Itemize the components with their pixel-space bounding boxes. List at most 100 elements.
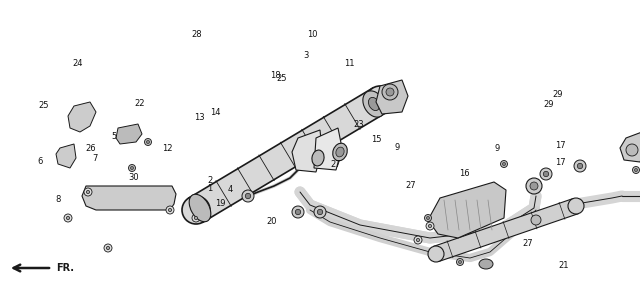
Text: 17: 17 xyxy=(556,158,566,167)
Text: 19: 19 xyxy=(215,199,225,208)
Text: 28: 28 xyxy=(192,30,202,40)
Polygon shape xyxy=(116,124,142,144)
Text: 5: 5 xyxy=(111,132,116,141)
Circle shape xyxy=(67,216,70,219)
Circle shape xyxy=(530,182,538,190)
Circle shape xyxy=(417,238,420,242)
Circle shape xyxy=(526,178,542,194)
Circle shape xyxy=(426,216,429,219)
Circle shape xyxy=(634,168,637,171)
Text: 12: 12 xyxy=(163,144,173,154)
Text: 17: 17 xyxy=(556,141,566,150)
Circle shape xyxy=(295,209,301,215)
Circle shape xyxy=(131,167,134,170)
Text: 13: 13 xyxy=(195,113,205,123)
Circle shape xyxy=(386,88,394,96)
Circle shape xyxy=(168,209,172,212)
Ellipse shape xyxy=(363,91,385,117)
Text: 2: 2 xyxy=(207,176,212,185)
Polygon shape xyxy=(620,132,640,162)
Circle shape xyxy=(147,140,150,143)
Text: 4: 4 xyxy=(228,185,233,195)
Text: 8: 8 xyxy=(55,195,60,204)
Circle shape xyxy=(414,236,422,244)
Circle shape xyxy=(424,215,431,222)
Text: 7: 7 xyxy=(92,154,97,163)
Circle shape xyxy=(531,215,541,225)
Text: 29: 29 xyxy=(544,100,554,109)
Circle shape xyxy=(192,214,200,222)
Circle shape xyxy=(84,188,92,196)
Circle shape xyxy=(568,198,584,214)
Circle shape xyxy=(106,247,109,250)
Text: 22: 22 xyxy=(134,99,145,108)
Circle shape xyxy=(543,171,548,177)
Circle shape xyxy=(242,190,254,202)
Text: 27: 27 xyxy=(330,160,340,169)
Circle shape xyxy=(292,206,304,218)
Polygon shape xyxy=(433,199,579,261)
Polygon shape xyxy=(189,88,387,222)
Polygon shape xyxy=(428,182,506,238)
Circle shape xyxy=(195,216,198,219)
Text: 11: 11 xyxy=(344,59,355,68)
Text: 9: 9 xyxy=(494,144,499,154)
Circle shape xyxy=(577,163,582,169)
Polygon shape xyxy=(376,80,408,114)
Circle shape xyxy=(428,224,431,228)
Text: 23: 23 xyxy=(353,119,364,129)
Ellipse shape xyxy=(369,98,380,111)
Circle shape xyxy=(632,167,639,174)
Ellipse shape xyxy=(479,259,493,269)
Text: 6: 6 xyxy=(37,157,42,166)
Text: FR.: FR. xyxy=(56,263,74,273)
Circle shape xyxy=(456,258,463,265)
Text: 18: 18 xyxy=(270,71,280,80)
Text: 10: 10 xyxy=(307,29,317,39)
Ellipse shape xyxy=(336,147,344,157)
Circle shape xyxy=(574,160,586,172)
Ellipse shape xyxy=(312,150,324,166)
Text: 15: 15 xyxy=(371,135,381,144)
Circle shape xyxy=(314,206,326,218)
Ellipse shape xyxy=(189,194,211,222)
Text: 1: 1 xyxy=(207,184,212,193)
Text: 3: 3 xyxy=(303,51,308,60)
Circle shape xyxy=(500,161,508,168)
Circle shape xyxy=(366,86,394,114)
Polygon shape xyxy=(82,186,176,210)
Circle shape xyxy=(540,168,552,180)
Text: 29: 29 xyxy=(553,90,563,99)
Circle shape xyxy=(104,244,112,252)
Circle shape xyxy=(428,246,444,262)
Circle shape xyxy=(166,206,174,214)
Circle shape xyxy=(502,163,506,165)
Circle shape xyxy=(626,144,638,156)
Text: 16: 16 xyxy=(460,169,470,178)
Circle shape xyxy=(86,190,90,194)
Text: 24: 24 xyxy=(73,59,83,68)
Text: 27: 27 xyxy=(406,181,416,190)
Polygon shape xyxy=(314,128,342,170)
Text: 9: 9 xyxy=(394,143,399,152)
Circle shape xyxy=(145,139,152,146)
Circle shape xyxy=(426,222,434,230)
Polygon shape xyxy=(292,130,322,172)
Text: 27: 27 xyxy=(522,239,532,248)
Text: 30: 30 xyxy=(128,173,138,182)
Text: 25: 25 xyxy=(276,74,287,83)
Circle shape xyxy=(458,261,461,264)
Polygon shape xyxy=(56,144,76,168)
Text: 26: 26 xyxy=(86,144,96,153)
Circle shape xyxy=(317,209,323,215)
Circle shape xyxy=(64,214,72,222)
Circle shape xyxy=(382,84,398,100)
Text: 21: 21 xyxy=(558,261,568,271)
Text: 14: 14 xyxy=(210,108,220,117)
Circle shape xyxy=(129,164,136,171)
Text: 20: 20 xyxy=(266,217,276,226)
Circle shape xyxy=(182,196,210,224)
Text: 25: 25 xyxy=(38,101,49,110)
Polygon shape xyxy=(68,102,96,132)
Circle shape xyxy=(245,193,251,199)
